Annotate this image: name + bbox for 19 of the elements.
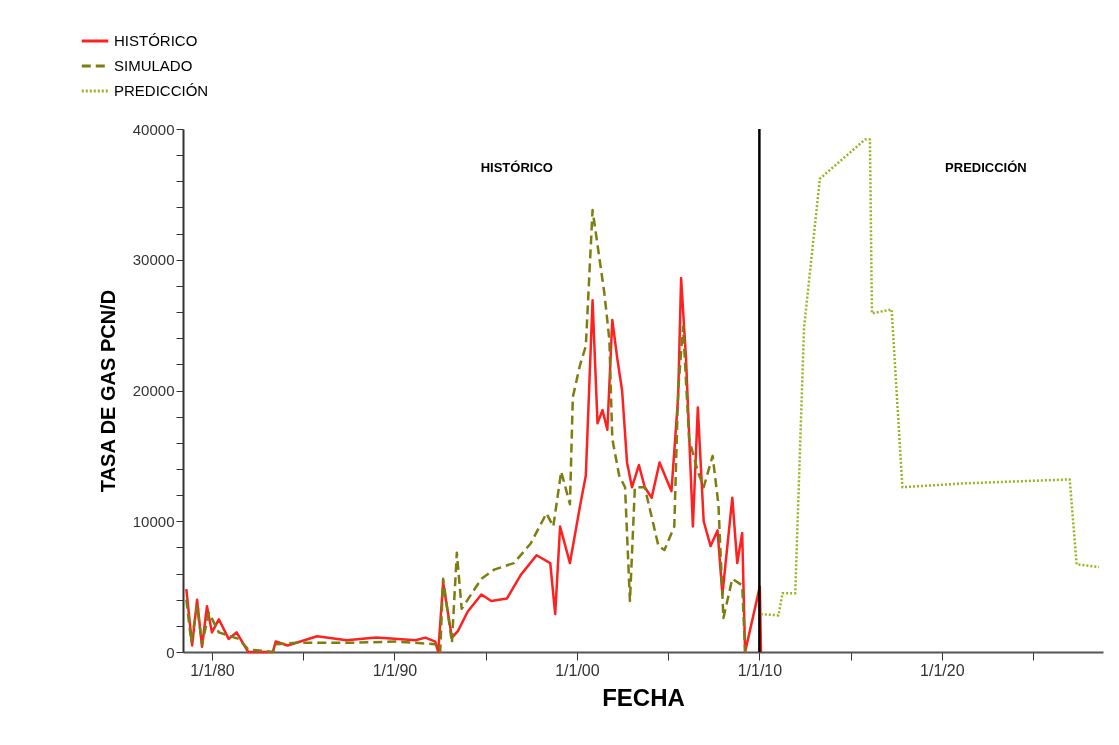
y-tick-label: 20000 [132,382,175,399]
annotation: HISTÓRICO [480,160,553,176]
line-series [185,208,747,654]
legend-label: PREDICCIÓN [114,82,209,99]
legend-label: SIMULADO [114,57,193,74]
y-tick-label: 40000 [132,120,175,138]
x-tick-label: 1/1/10 [737,661,783,679]
line-series [759,138,1101,617]
y-tick-label: 0 [166,643,175,661]
x-tick-label: 1/1/20 [920,661,965,679]
x-tick-label: 1/1/00 [555,661,600,679]
legend-label: HISTÓRICO [114,32,198,49]
x-axis-title: FECHA [602,683,685,711]
x-tick-label: 1/1/90 [372,661,418,679]
y-tick-label: 30000 [132,251,175,269]
annotation: PREDICCIÓN [945,160,1027,176]
y-tick-label: 10000 [132,512,175,530]
x-tick-label: 1/1/80 [190,661,235,679]
y-axis-title: TASA DE GAS PCN/D [96,289,119,493]
